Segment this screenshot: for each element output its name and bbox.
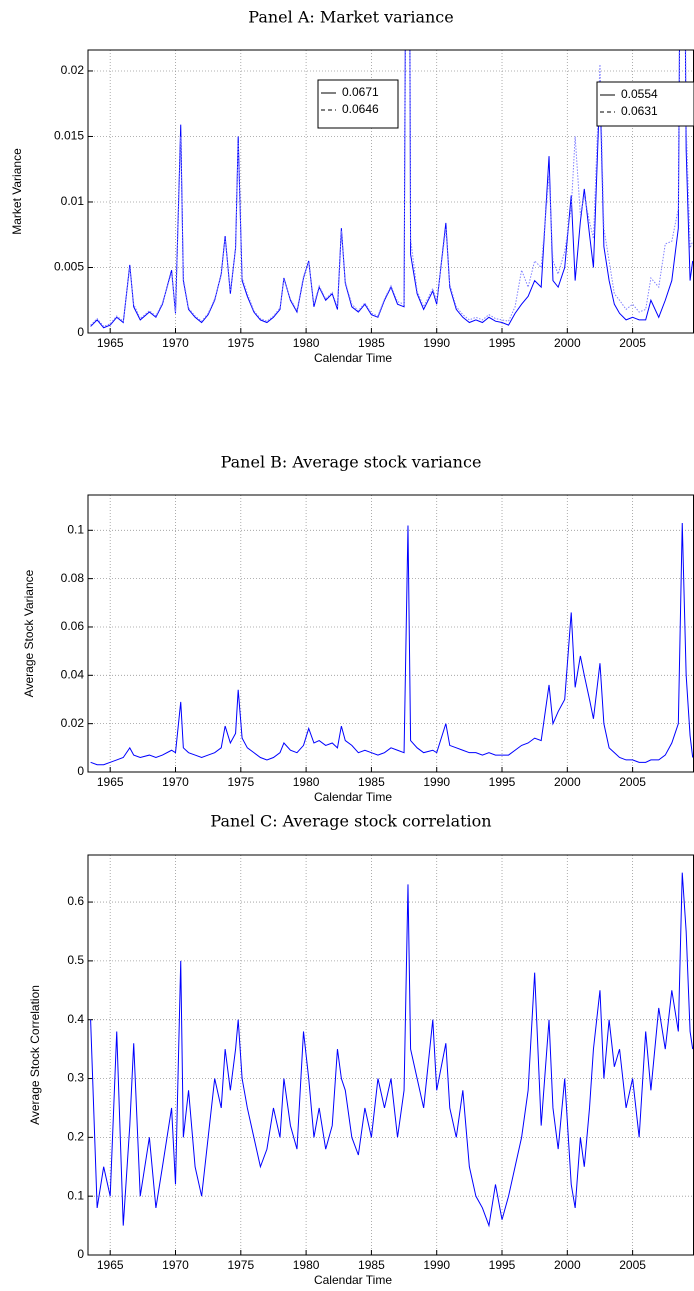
x-tick-label: 1995 <box>489 775 516 789</box>
x-tick-label: 1980 <box>293 1258 320 1272</box>
x-tick-label: 1970 <box>162 1258 189 1272</box>
x-tick-label: 1975 <box>227 336 254 350</box>
y-tick-label: 0.02 <box>61 63 85 77</box>
x-tick-label: 1985 <box>358 1258 385 1272</box>
y-tick-label: 0.06 <box>61 619 85 633</box>
y-tick-label: 0.08 <box>61 571 85 585</box>
x-tick-label: 1980 <box>293 775 320 789</box>
x-axis-label: Calendar Time <box>314 351 392 365</box>
annotation-text: 0.0646 <box>342 102 379 116</box>
x-tick-label: 2000 <box>554 1258 581 1272</box>
y-tick-label: 0.01 <box>61 194 85 208</box>
y-tick-label: 0 <box>77 1247 84 1261</box>
annotation-text: 0.0671 <box>342 85 379 99</box>
y-tick-label: 0.4 <box>67 1012 84 1026</box>
x-axis-label: Calendar Time <box>314 790 392 804</box>
y-tick-label: 0.1 <box>67 522 84 536</box>
x-tick-label: 1990 <box>423 775 450 789</box>
x-tick-label: 1985 <box>358 775 385 789</box>
series-line <box>90 523 694 766</box>
series-line <box>90 50 694 328</box>
x-tick-label: 1995 <box>489 1258 516 1272</box>
y-tick-label: 0.5 <box>67 953 84 967</box>
panel-title: Panel A: Market variance <box>248 8 453 27</box>
panel-title: Panel C: Average stock correlation <box>210 812 491 831</box>
y-tick-label: 0.1 <box>67 1188 84 1202</box>
annotation-box <box>317 79 399 129</box>
x-tick-label: 2005 <box>619 336 646 350</box>
x-tick-label: 1990 <box>423 1258 450 1272</box>
x-tick-label: 1965 <box>97 336 124 350</box>
y-axis-label: Average Stock Variance <box>22 569 36 697</box>
series-line <box>90 50 694 329</box>
x-tick-label: 2000 <box>554 775 581 789</box>
y-tick-label: 0 <box>77 325 84 339</box>
annotation-text: 0.0631 <box>621 104 658 118</box>
plot-frame <box>87 494 694 773</box>
x-tick-label: 2005 <box>619 775 646 789</box>
x-tick-label: 1985 <box>358 336 385 350</box>
y-tick-label: 0.2 <box>67 1130 84 1144</box>
y-tick-label: 0.6 <box>67 894 84 908</box>
y-tick-label: 0.02 <box>61 716 85 730</box>
y-axis-label: Average Stock Correlation <box>28 985 42 1125</box>
x-tick-label: 1980 <box>293 336 320 350</box>
x-tick-label: 1975 <box>227 1258 254 1272</box>
x-tick-label: 1970 <box>162 336 189 350</box>
x-tick-label: 2000 <box>554 336 581 350</box>
annotation-text: 0.0554 <box>621 87 658 101</box>
y-axis-label: Market Variance <box>10 148 24 235</box>
x-tick-label: 1995 <box>489 336 516 350</box>
y-tick-label: 0.015 <box>54 129 84 143</box>
x-axis-label: Calendar Time <box>314 1273 392 1287</box>
series-line <box>90 872 694 1228</box>
y-tick-label: 0.3 <box>67 1071 84 1085</box>
panel-title: Panel B: Average stock variance <box>221 453 482 472</box>
x-tick-label: 1990 <box>423 336 450 350</box>
x-tick-label: 1965 <box>97 775 124 789</box>
annotation-box <box>596 81 694 127</box>
y-tick-label: 0.005 <box>54 260 84 274</box>
y-tick-label: 0 <box>77 764 84 778</box>
x-tick-label: 1965 <box>97 1258 124 1272</box>
x-tick-label: 2005 <box>619 1258 646 1272</box>
x-tick-label: 1970 <box>162 775 189 789</box>
x-tick-label: 1975 <box>227 775 254 789</box>
y-tick-label: 0.04 <box>61 667 85 681</box>
